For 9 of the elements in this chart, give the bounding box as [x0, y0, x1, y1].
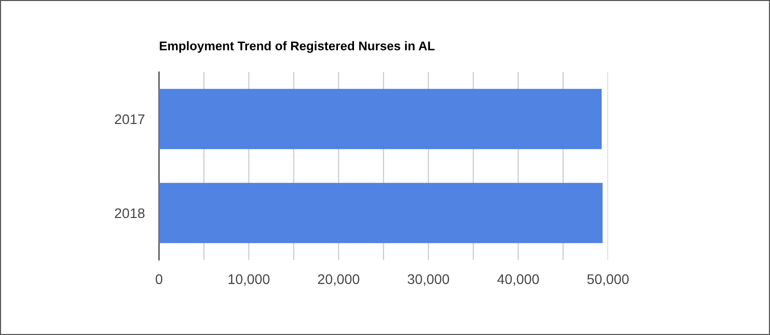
x-tick-label: 20,000: [318, 274, 360, 286]
x-tick-label: 30,000: [408, 274, 450, 286]
x-tick-label: 0: [156, 274, 162, 284]
chart-title: Employment Trend of Registered Nurses in AL: [160, 41, 435, 53]
x-tick-label: 10,000: [228, 274, 270, 286]
x-tick-label: 40,000: [497, 274, 539, 286]
x-tick-label: 50,000: [587, 274, 629, 286]
y-tick-label: 2018: [114, 208, 145, 218]
y-tick-label: 2017: [114, 114, 144, 124]
